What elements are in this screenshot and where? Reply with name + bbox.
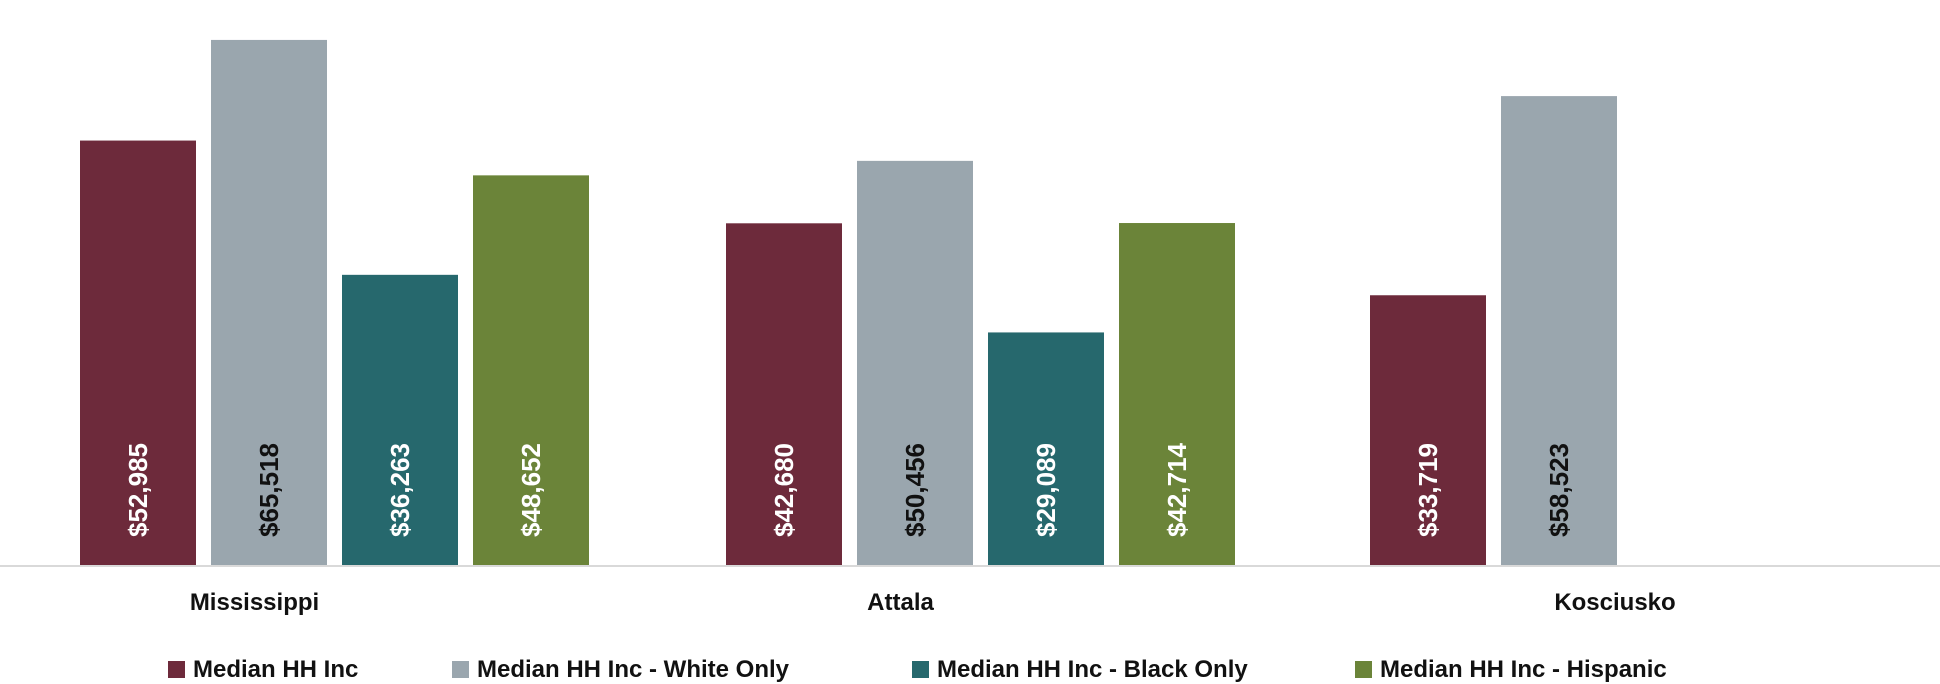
category-labels: Mississippi Attala Kosciusko [190,589,1676,616]
bars-layer: $52,985 $65,518 $36,263 $48,652 $42,680 $50,4… [80,39,1617,567]
legend-label-median-hh-inc-white-only: Median HH Inc - White Only [477,656,790,683]
category-label-kosciusko: Kosciusko [1554,589,1675,616]
legend: Median HH Inc Median HH Inc - White Only M… [168,656,1667,683]
legend-swatch-median-hh-inc-white-only [452,661,469,678]
bar-mississippi-median-hh-inc-hispanic [473,175,589,566]
legend-label-median-hh-inc-black-only: Median HH Inc - Black Only [937,656,1248,683]
bar-attala-median-hh-inc-white-only [857,160,973,567]
legend-swatch-median-hh-inc [168,661,185,678]
category-label-mississippi: Mississippi [190,589,319,616]
data-label-attala-median-hh-inc-black-only: $29,089 [1031,443,1061,537]
bar-kosciusko-median-hh-inc-white-only [1501,96,1617,567]
data-label-attala-median-hh-inc-white-only: $50,456 [900,443,930,537]
data-label-mississippi-median-hh-inc-black-only: $36,263 [385,443,415,537]
legend-label-median-hh-inc: Median HH Inc [193,656,358,683]
bar-attala-median-hh-inc-black-only [988,332,1104,566]
bar-mississippi-median-hh-inc-black-only [342,274,458,566]
legend-swatch-median-hh-inc-black-only [912,661,929,678]
legend-swatch-median-hh-inc-hispanic [1355,661,1372,678]
data-label-mississippi-median-hh-inc-hispanic: $48,652 [516,443,546,537]
data-label-attala-median-hh-inc-hispanic: $42,714 [1162,442,1192,537]
bar-kosciusko-median-hh-inc [1370,295,1486,566]
bar-attala-median-hh-inc-hispanic [1119,223,1235,566]
data-label-mississippi-median-hh-inc: $52,985 [123,443,153,537]
category-label-attala: Attala [867,589,934,616]
bar-mississippi-median-hh-inc [80,140,196,566]
bar-mississippi-median-hh-inc-white-only [211,39,327,566]
data-label-attala-median-hh-inc: $42,680 [769,443,799,537]
bar-attala-median-hh-inc [726,223,842,567]
data-label-mississippi-median-hh-inc-white-only: $65,518 [254,443,284,537]
data-label-kosciusko-median-hh-inc-white-only: $58,523 [1544,443,1574,537]
legend-label-median-hh-inc-hispanic: Median HH Inc - Hispanic [1380,656,1667,683]
data-label-kosciusko-median-hh-inc: $33,719 [1413,443,1443,537]
